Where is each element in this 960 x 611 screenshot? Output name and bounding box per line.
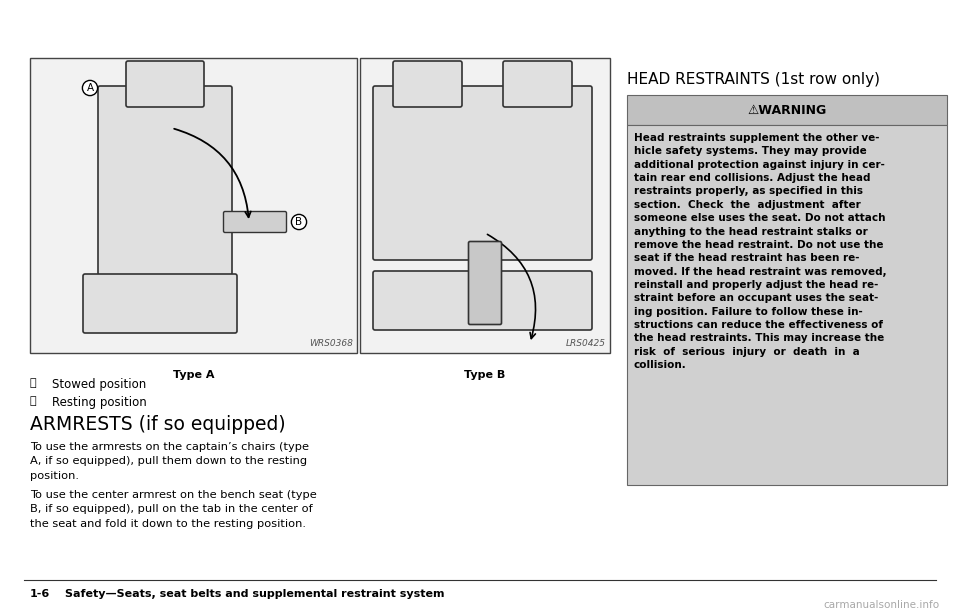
Text: Resting position: Resting position [52,396,147,409]
FancyBboxPatch shape [503,61,572,107]
FancyBboxPatch shape [224,211,286,233]
FancyBboxPatch shape [468,241,501,324]
Text: Stowed position: Stowed position [52,378,146,391]
Text: Ⓑ: Ⓑ [30,396,36,406]
FancyBboxPatch shape [393,61,462,107]
Text: Type B: Type B [465,370,506,380]
Text: B: B [296,217,302,227]
Bar [360,58,610,353]
Bar [627,95,947,125]
Text: To use the armrests on the captain’s chairs (type
A, if so equipped), pull them : To use the armrests on the captain’s cha… [30,442,309,481]
Text: Head restraints supplement the other ve-
hicle safety systems. They may provide
: Head restraints supplement the other ve-… [634,133,887,370]
Text: LRS0425: LRS0425 [566,339,606,348]
Text: To use the center armrest on the bench seat (type
B, if so equipped), pull on th: To use the center armrest on the bench s… [30,490,317,529]
Bar [30,58,357,353]
FancyBboxPatch shape [83,274,237,333]
Text: Safety—Seats, seat belts and supplemental restraint system: Safety—Seats, seat belts and supplementa… [65,589,444,599]
Text: Type A: Type A [173,370,214,380]
Text: HEAD RESTRAINTS (1st row only): HEAD RESTRAINTS (1st row only) [627,72,880,87]
FancyBboxPatch shape [373,271,592,330]
FancyBboxPatch shape [98,86,232,275]
Text: carmanualsonline.info: carmanualsonline.info [824,600,940,610]
FancyBboxPatch shape [373,86,592,260]
Text: 1-6: 1-6 [30,589,50,599]
Text: WRS0368: WRS0368 [309,339,353,348]
Text: A: A [86,83,93,93]
Text: Ⓐ: Ⓐ [30,378,36,388]
Bar [627,125,947,485]
FancyBboxPatch shape [126,61,204,107]
Text: ARMRESTS (if so equipped): ARMRESTS (if so equipped) [30,415,286,434]
Text: ⚠WARNING: ⚠WARNING [748,103,827,117]
